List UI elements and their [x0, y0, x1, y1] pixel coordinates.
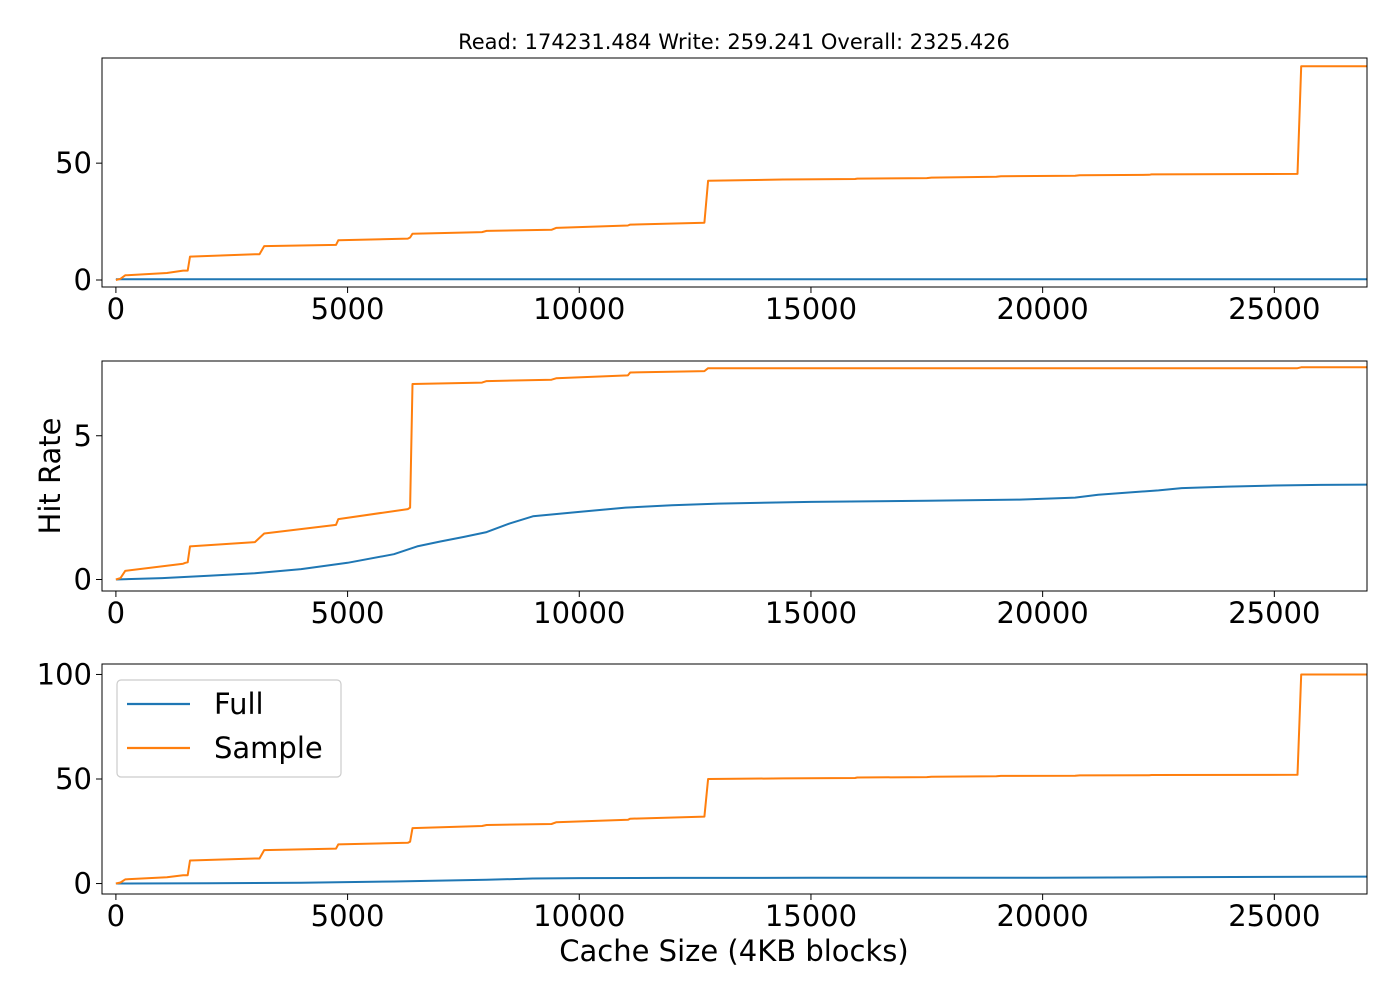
x-tick-label: 20000: [997, 899, 1089, 933]
panel-top: 0 5000 10000 15000 20000 25000 0 50: [55, 57, 1368, 326]
x-tick-label: 5000: [311, 899, 385, 933]
x-tick-label: 20000: [997, 292, 1089, 326]
x-tick-label: 25000: [1228, 596, 1320, 630]
panel-middle: 0 5000 10000 15000 20000 25000 0 5: [74, 360, 1368, 630]
x-tick-label: 5000: [311, 292, 385, 326]
axes-frame: [101, 57, 1368, 288]
panel-bottom: 0 5000 10000 15000 20000 25000 0 50 100: [37, 657, 1368, 933]
series-line-sample: [115, 673, 1367, 885]
y-tick-label: 0: [74, 263, 92, 297]
x-axis-label: Cache Size (4KB blocks): [559, 934, 908, 968]
y-tick-label: 100: [37, 657, 92, 691]
x-tick-label: 25000: [1228, 899, 1320, 933]
x-tick-label: 20000: [997, 596, 1089, 630]
x-tick-label: 15000: [765, 899, 857, 933]
x-tick-label: 25000: [1228, 292, 1320, 326]
legend-label-sample: Sample: [214, 731, 323, 765]
legend-label-full: Full: [214, 687, 264, 721]
y-tick-label: 50: [55, 146, 92, 180]
legend: Full Sample: [116, 679, 342, 778]
x-tick-label: 10000: [533, 292, 625, 326]
x-tick-label: 5000: [311, 596, 385, 630]
x-tick-label: 0: [107, 292, 125, 326]
x-tick-label: 15000: [765, 596, 857, 630]
y-tick-label: 0: [74, 867, 92, 901]
axes-frame: [101, 360, 1368, 592]
x-tick-label: 10000: [533, 596, 625, 630]
chart-title: Read: 174231.484 Write: 259.241 Overall:…: [458, 30, 1010, 54]
y-axis-label: Hit Rate: [33, 418, 67, 535]
series-line-full: [115, 875, 1367, 885]
series-line-sample: [115, 366, 1367, 581]
x-tick-label: 0: [107, 899, 125, 933]
y-tick-label: 0: [74, 563, 92, 597]
x-tick-label: 10000: [533, 899, 625, 933]
y-tick-label: 50: [55, 762, 92, 796]
y-tick-label: 5: [74, 419, 92, 453]
series-line-full: [115, 483, 1367, 581]
series-line-sample: [115, 65, 1367, 281]
x-tick-label: 15000: [765, 292, 857, 326]
x-tick-label: 0: [107, 596, 125, 630]
